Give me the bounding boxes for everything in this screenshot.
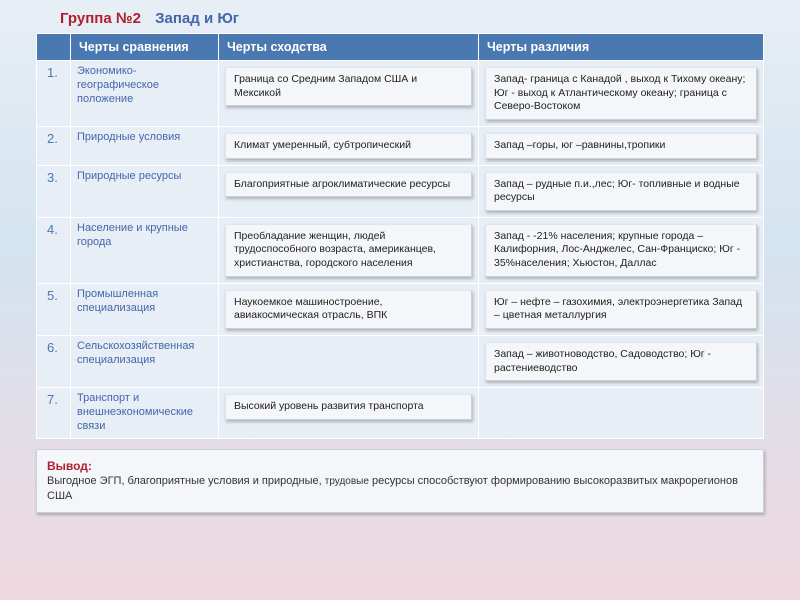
empty-cell xyxy=(479,388,764,438)
difference-chip: Запад –горы, юг –равнины,тропики xyxy=(485,133,757,159)
difference-chip: Юг – нефте – газохимия, электроэнергетик… xyxy=(485,290,757,329)
table-row: 6. Сельскохозяйственная специализация За… xyxy=(37,336,764,388)
row-number: 7. xyxy=(37,388,71,438)
row-label: Промышленная специализация xyxy=(71,283,219,335)
col-head-num xyxy=(37,34,71,61)
table-header-row: Черты сравнения Черты сходства Черты раз… xyxy=(37,34,764,61)
conclusion-text-small: трудовые xyxy=(325,476,369,487)
row-number: 3. xyxy=(37,165,71,217)
col-head-compare: Черты сравнения xyxy=(71,34,219,61)
table-row: 3. Природные ресурсы Благоприятные агрок… xyxy=(37,165,764,217)
row-number: 4. xyxy=(37,217,71,283)
similarity-chip: Граница со Средним Западом США и Мексико… xyxy=(225,67,472,106)
difference-chip: Запад – рудные п.и.,лес; Юг- топливные и… xyxy=(485,172,757,211)
slide-title: Группа №2 Запад и Юг xyxy=(0,0,800,33)
row-label: Природные условия xyxy=(71,126,219,165)
col-head-diff: Черты различия xyxy=(479,34,764,61)
title-topic: Запад и Юг xyxy=(155,10,239,27)
similarity-chip: Преобладание женщин, людей трудоспособно… xyxy=(225,224,472,277)
row-label: Транспорт и внешнеэкономические связи xyxy=(71,388,219,438)
similarity-chip: Высокий уровень развития транспорта xyxy=(225,394,472,420)
table-row: 7. Транспорт и внешнеэкономические связи… xyxy=(37,388,764,438)
comparison-table-wrap: Черты сравнения Черты сходства Черты раз… xyxy=(36,33,764,439)
difference-chip: Запад- граница с Канадой , выход к Тихом… xyxy=(485,67,757,120)
table-row: 4. Население и крупные города Преобладан… xyxy=(37,217,764,283)
similarity-chip: Благоприятные агроклиматические ресурсы xyxy=(225,172,472,198)
difference-chip: Запад – животноводство, Садоводство; Юг … xyxy=(485,342,757,381)
similarity-chip: Наукоемкое машиностроение, авиакосмическ… xyxy=(225,290,472,329)
row-number: 2. xyxy=(37,126,71,165)
row-number: 5. xyxy=(37,283,71,335)
row-number: 6. xyxy=(37,336,71,388)
conclusion-heading: Вывод: xyxy=(47,459,92,473)
similarity-chip: Климат умеренный, субтропический xyxy=(225,133,472,159)
row-label: Экономико-географическое положение xyxy=(71,61,219,127)
conclusion-chip: Вывод: Выгодное ЭГП, благоприятные услов… xyxy=(36,449,764,514)
comparison-table: Черты сравнения Черты сходства Черты раз… xyxy=(36,33,764,439)
table-row: 1. Экономико-географическое положение Гр… xyxy=(37,61,764,127)
col-head-similar: Черты сходства xyxy=(219,34,479,61)
empty-cell xyxy=(219,336,479,388)
row-label: Природные ресурсы xyxy=(71,165,219,217)
row-label: Сельскохозяйственная специализация xyxy=(71,336,219,388)
title-group: Группа №2 xyxy=(60,10,141,27)
conclusion-text-a: Выгодное ЭГП, благоприятные условия и пр… xyxy=(47,475,322,487)
table-row: 5. Промышленная специализация Наукоемкое… xyxy=(37,283,764,335)
row-number: 1. xyxy=(37,61,71,127)
table-body: 1. Экономико-географическое положение Гр… xyxy=(37,61,764,439)
conclusion-wrap: Вывод: Выгодное ЭГП, благоприятные услов… xyxy=(36,449,764,514)
row-label: Население и крупные города xyxy=(71,217,219,283)
difference-chip: Запад - -21% населения; крупные города –… xyxy=(485,224,757,277)
table-row: 2. Природные условия Климат умеренный, с… xyxy=(37,126,764,165)
